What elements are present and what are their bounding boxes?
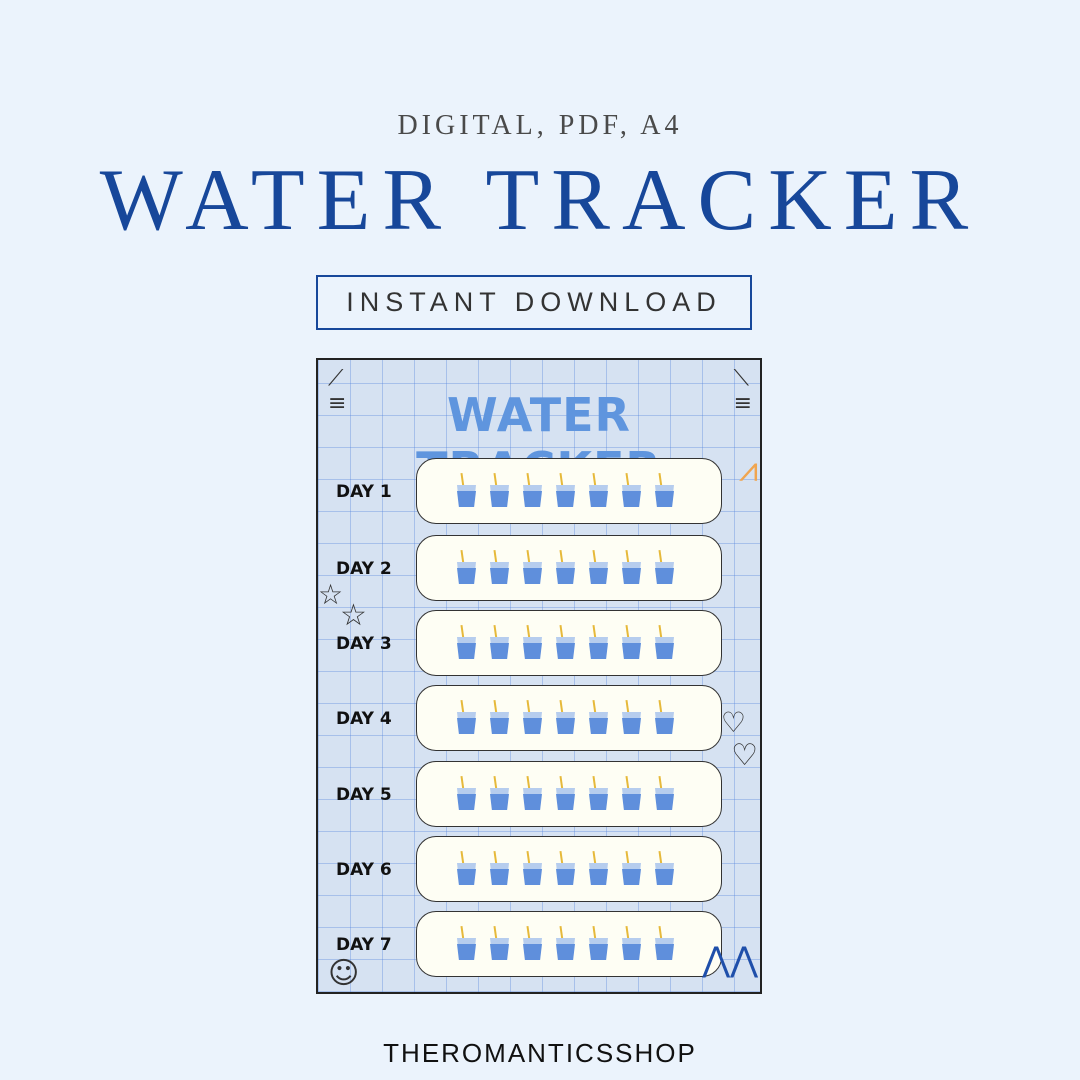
water-glass-icon[interactable] — [556, 472, 575, 507]
water-glass-icon[interactable] — [589, 472, 608, 507]
water-glass-icon[interactable] — [457, 472, 476, 507]
water-glass-icon[interactable] — [655, 850, 674, 885]
cup-box[interactable] — [416, 458, 722, 524]
star-icon: ☆ — [318, 578, 344, 611]
water-glass-icon[interactable] — [523, 624, 542, 659]
water-glass-icon[interactable] — [490, 624, 509, 659]
water-glass-icon[interactable] — [490, 699, 509, 734]
cup-box[interactable] — [416, 535, 722, 601]
water-glass-icon[interactable] — [589, 699, 608, 734]
main-title: WATER TRACKER — [99, 152, 981, 249]
day-label: DAY 2 — [336, 559, 392, 579]
water-glass-icon[interactable] — [523, 699, 542, 734]
instant-download-badge: INSTANT DOWNLOAD — [316, 275, 752, 330]
burst-lines-icon: ⟍ ≡ — [733, 366, 752, 416]
cup-box[interactable] — [416, 836, 722, 902]
water-glass-icon[interactable] — [556, 624, 575, 659]
water-glass-icon[interactable] — [655, 472, 674, 507]
water-glass-icon[interactable] — [556, 925, 575, 960]
water-glass-icon[interactable] — [556, 549, 575, 584]
day-row: DAY 7 — [318, 911, 760, 979]
burst-lines-icon: ⟋ ≡ — [328, 366, 347, 416]
water-glass-icon[interactable] — [490, 472, 509, 507]
day-label: DAY 4 — [336, 709, 392, 729]
water-glass-icon[interactable] — [457, 699, 476, 734]
shop-name: THEROMANTICSSHOP — [383, 1038, 697, 1068]
water-glass-icon[interactable] — [589, 850, 608, 885]
water-glass-icon[interactable] — [622, 699, 641, 734]
water-glass-icon[interactable] — [589, 775, 608, 810]
water-glass-icon[interactable] — [556, 850, 575, 885]
water-glass-icon[interactable] — [523, 472, 542, 507]
water-glass-icon[interactable] — [655, 699, 674, 734]
water-glass-icon[interactable] — [556, 699, 575, 734]
water-glass-icon[interactable] — [490, 850, 509, 885]
star-icon: ☆ — [340, 598, 367, 633]
day-row: DAY 4 — [318, 685, 760, 753]
water-glass-icon[interactable] — [523, 775, 542, 810]
day-row: DAY 5 — [318, 761, 760, 829]
water-glass-icon[interactable] — [490, 925, 509, 960]
water-glass-icon[interactable] — [589, 925, 608, 960]
cup-box[interactable] — [416, 685, 722, 751]
water-glass-icon[interactable] — [523, 549, 542, 584]
water-glass-icon[interactable] — [490, 549, 509, 584]
water-glass-icon[interactable] — [589, 624, 608, 659]
day-row: DAY 2 — [318, 535, 760, 603]
water-glass-icon[interactable] — [490, 775, 509, 810]
water-glass-icon[interactable] — [457, 775, 476, 810]
day-row: DAY 1 — [318, 458, 760, 526]
day-label: DAY 6 — [336, 860, 392, 880]
cup-box[interactable] — [416, 911, 722, 977]
water-glass-icon[interactable] — [589, 549, 608, 584]
water-glass-icon[interactable] — [622, 925, 641, 960]
smiley-icon: ☺ — [328, 956, 360, 991]
zigzag-icon: ⩘ — [738, 450, 758, 490]
water-glass-icon[interactable] — [457, 624, 476, 659]
water-glass-icon[interactable] — [457, 850, 476, 885]
water-glass-icon[interactable] — [655, 925, 674, 960]
heart-icon: ♡ — [731, 738, 758, 773]
water-glass-icon[interactable] — [622, 549, 641, 584]
day-row: DAY 6 — [318, 836, 760, 904]
water-glass-icon[interactable] — [622, 624, 641, 659]
water-glass-icon[interactable] — [556, 775, 575, 810]
water-glass-icon[interactable] — [457, 549, 476, 584]
cup-box[interactable] — [416, 761, 722, 827]
water-glass-icon[interactable] — [622, 472, 641, 507]
day-row: DAY 3 — [318, 610, 760, 678]
water-glass-icon[interactable] — [622, 850, 641, 885]
cup-box[interactable] — [416, 610, 722, 676]
heart-icon: ♡ — [720, 706, 746, 739]
zigzag-icon: ⋀⋀ — [702, 940, 758, 980]
day-label: DAY 3 — [336, 634, 392, 654]
water-glass-icon[interactable] — [457, 925, 476, 960]
water-glass-icon[interactable] — [622, 775, 641, 810]
water-glass-icon[interactable] — [655, 775, 674, 810]
water-glass-icon[interactable] — [655, 624, 674, 659]
format-subtitle: DIGITAL, PDF, A4 — [397, 110, 683, 141]
day-label: DAY 5 — [336, 785, 392, 805]
water-glass-icon[interactable] — [655, 549, 674, 584]
day-label: DAY 1 — [336, 482, 392, 502]
water-glass-icon[interactable] — [523, 850, 542, 885]
day-label: DAY 7 — [336, 935, 392, 955]
water-glass-icon[interactable] — [523, 925, 542, 960]
